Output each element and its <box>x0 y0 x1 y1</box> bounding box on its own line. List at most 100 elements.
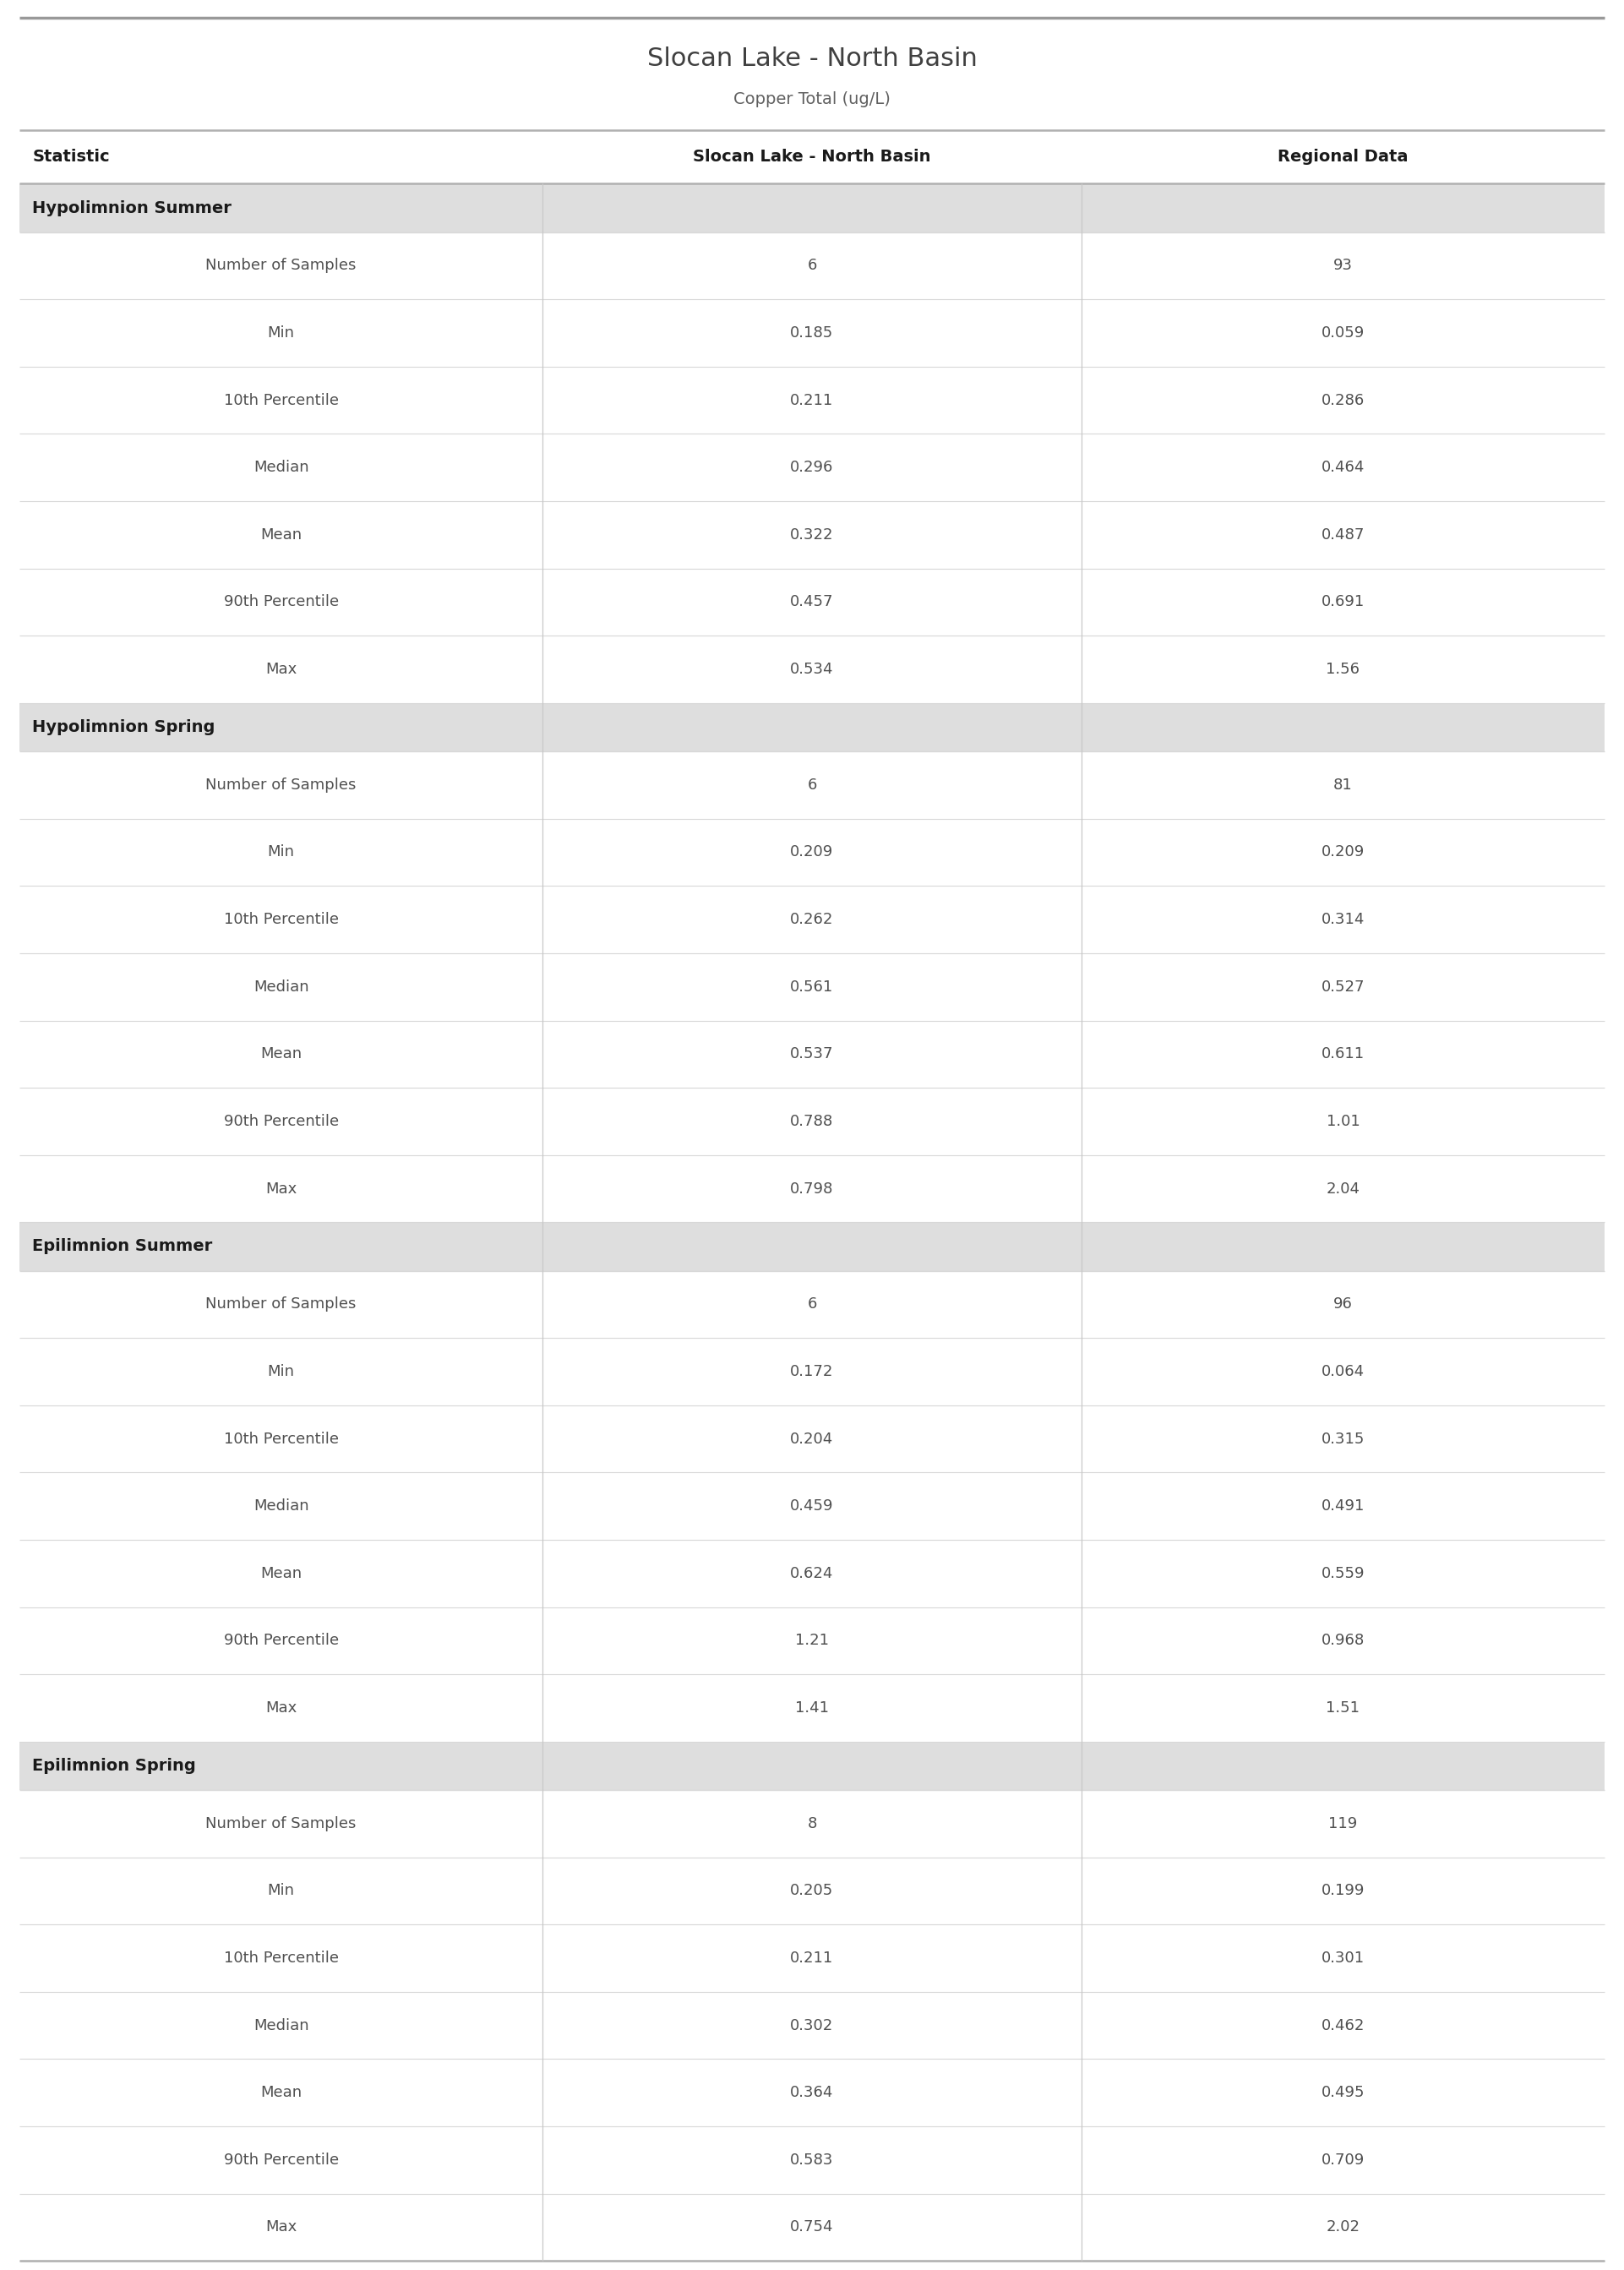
Bar <box>19 704 1605 751</box>
Bar <box>19 1925 1605 1991</box>
Bar <box>19 636 1605 704</box>
Text: 0.611: 0.611 <box>1322 1046 1364 1062</box>
Text: Mean: Mean <box>260 1046 302 1062</box>
Text: 6: 6 <box>807 776 817 792</box>
Text: 0.315: 0.315 <box>1322 1432 1364 1446</box>
Text: Mean: Mean <box>260 1566 302 1580</box>
Text: 0.495: 0.495 <box>1322 2086 1364 2100</box>
Bar <box>19 2127 1605 2193</box>
Text: 0.064: 0.064 <box>1322 1364 1364 1380</box>
Text: 0.205: 0.205 <box>791 1884 833 1898</box>
Text: 119: 119 <box>1328 1816 1358 1832</box>
Text: Epilimnion Summer: Epilimnion Summer <box>32 1239 213 1255</box>
Text: 0.798: 0.798 <box>791 1180 833 1196</box>
Text: 1.51: 1.51 <box>1327 1700 1359 1716</box>
Bar <box>19 1857 1605 1925</box>
Bar <box>19 502 1605 568</box>
Text: 2.02: 2.02 <box>1327 2220 1359 2236</box>
Text: 0.301: 0.301 <box>1322 1950 1364 1966</box>
Bar <box>19 1337 1605 1405</box>
Text: 0.624: 0.624 <box>791 1566 833 1580</box>
Bar <box>19 1221 1605 1271</box>
Text: 0.459: 0.459 <box>791 1498 833 1514</box>
Bar <box>19 1741 1605 1791</box>
Text: 0.788: 0.788 <box>791 1115 833 1128</box>
Text: 0.199: 0.199 <box>1322 1884 1364 1898</box>
Bar <box>19 885 1605 953</box>
Text: Min: Min <box>268 325 294 340</box>
Text: 0.211: 0.211 <box>791 1950 833 1966</box>
Text: 0.314: 0.314 <box>1322 913 1364 926</box>
Text: Number of Samples: Number of Samples <box>206 259 356 272</box>
Text: Epilimnion Spring: Epilimnion Spring <box>32 1757 197 1773</box>
Text: Slocan Lake - North Basin: Slocan Lake - North Basin <box>693 150 931 166</box>
Text: Number of Samples: Number of Samples <box>206 776 356 792</box>
Text: 90th Percentile: 90th Percentile <box>224 1115 338 1128</box>
Text: Median: Median <box>253 978 309 994</box>
Text: 0.185: 0.185 <box>791 325 833 340</box>
Bar <box>19 232 1605 300</box>
Text: Max: Max <box>265 2220 297 2236</box>
Text: 0.561: 0.561 <box>791 978 833 994</box>
Text: Max: Max <box>265 663 297 676</box>
Text: Number of Samples: Number of Samples <box>206 1816 356 1832</box>
Text: 8: 8 <box>807 1816 817 1832</box>
Bar <box>19 568 1605 636</box>
Text: 0.296: 0.296 <box>791 461 833 474</box>
Text: 0.364: 0.364 <box>791 2086 833 2100</box>
Text: 1.21: 1.21 <box>796 1632 828 1648</box>
Text: Median: Median <box>253 461 309 474</box>
Text: Median: Median <box>253 1498 309 1514</box>
Text: 0.211: 0.211 <box>791 393 833 409</box>
Bar <box>19 1271 1605 1337</box>
Text: Statistic: Statistic <box>32 150 110 166</box>
Text: 90th Percentile: 90th Percentile <box>224 1632 338 1648</box>
Text: 0.462: 0.462 <box>1322 2018 1364 2034</box>
Bar <box>19 1087 1605 1155</box>
Bar <box>19 18 1605 129</box>
Text: 0.172: 0.172 <box>791 1364 833 1380</box>
Text: Hypolimnion Spring: Hypolimnion Spring <box>32 720 216 735</box>
Text: 1.56: 1.56 <box>1327 663 1359 676</box>
Text: 90th Percentile: 90th Percentile <box>224 595 338 611</box>
Text: 0.209: 0.209 <box>1322 844 1364 860</box>
Text: 0.534: 0.534 <box>791 663 833 676</box>
Bar <box>19 2059 1605 2127</box>
Text: 0.583: 0.583 <box>791 2152 833 2168</box>
Bar <box>19 1675 1605 1741</box>
Text: 0.691: 0.691 <box>1322 595 1364 611</box>
Text: Hypolimnion Summer: Hypolimnion Summer <box>32 200 232 216</box>
Text: 90th Percentile: 90th Percentile <box>224 2152 338 2168</box>
Bar <box>19 953 1605 1022</box>
Bar <box>19 2193 1605 2261</box>
Text: 96: 96 <box>1333 1296 1353 1312</box>
Text: 1.41: 1.41 <box>796 1700 828 1716</box>
Text: 0.302: 0.302 <box>791 2018 833 2034</box>
Text: Min: Min <box>268 1364 294 1380</box>
Text: 0.491: 0.491 <box>1322 1498 1364 1514</box>
Text: 10th Percentile: 10th Percentile <box>224 1950 338 1966</box>
Bar <box>19 1155 1605 1221</box>
Bar <box>19 1022 1605 1087</box>
Text: Copper Total (ug/L): Copper Total (ug/L) <box>734 91 890 107</box>
Text: 0.968: 0.968 <box>1322 1632 1364 1648</box>
Bar <box>19 1791 1605 1857</box>
Bar <box>19 300 1605 368</box>
Bar <box>19 1539 1605 1607</box>
Text: Min: Min <box>268 844 294 860</box>
Text: 10th Percentile: 10th Percentile <box>224 913 338 926</box>
Text: Number of Samples: Number of Samples <box>206 1296 356 1312</box>
Bar <box>19 1607 1605 1675</box>
Text: 10th Percentile: 10th Percentile <box>224 1432 338 1446</box>
Bar <box>19 1991 1605 2059</box>
Text: 0.487: 0.487 <box>1322 527 1364 543</box>
Bar <box>19 368 1605 434</box>
Text: 0.457: 0.457 <box>791 595 833 611</box>
Text: 0.262: 0.262 <box>791 913 833 926</box>
Text: 0.709: 0.709 <box>1322 2152 1364 2168</box>
Text: 6: 6 <box>807 1296 817 1312</box>
Text: 0.754: 0.754 <box>791 2220 833 2236</box>
Text: Min: Min <box>268 1884 294 1898</box>
Text: Median: Median <box>253 2018 309 2034</box>
Text: 0.059: 0.059 <box>1322 325 1364 340</box>
